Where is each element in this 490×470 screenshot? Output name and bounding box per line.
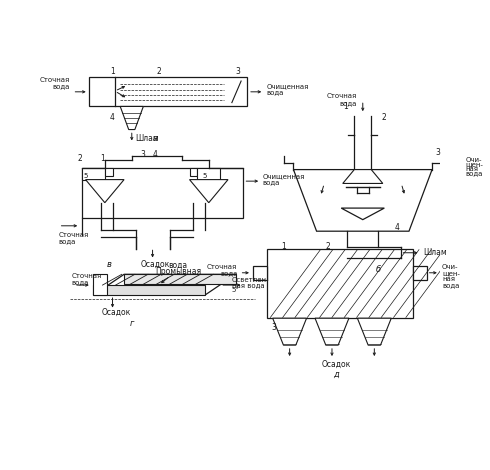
Text: вода: вода [442, 282, 460, 288]
Bar [90, 77, 247, 106]
Text: 1: 1 [281, 242, 286, 251]
Text: Очищенная: Очищенная [267, 83, 309, 89]
Text: Сточная: Сточная [326, 94, 357, 100]
Text: Сточная: Сточная [207, 264, 237, 270]
Text: в: в [106, 260, 111, 269]
Text: 1: 1 [100, 154, 105, 163]
Text: Сточная: Сточная [59, 232, 89, 238]
Text: вода: вода [220, 270, 237, 276]
Bar [267, 249, 413, 318]
Text: 3: 3 [272, 323, 277, 332]
Text: вода: вода [465, 171, 483, 176]
Text: б: б [376, 265, 381, 274]
Bar [197, 168, 220, 180]
Bar [93, 274, 107, 295]
Polygon shape [86, 180, 124, 203]
Text: Осадок: Осадок [321, 360, 350, 369]
Polygon shape [341, 208, 384, 219]
Text: ная: ная [442, 276, 455, 282]
Text: вода: вода [53, 84, 70, 89]
Text: 3: 3 [141, 149, 146, 159]
Polygon shape [124, 274, 236, 283]
Text: 4: 4 [395, 223, 400, 232]
Text: щен-: щен- [442, 270, 460, 276]
Text: вода: вода [267, 89, 284, 95]
Bar [190, 168, 197, 176]
Polygon shape [343, 170, 383, 183]
Polygon shape [357, 318, 392, 345]
Text: Сточная: Сточная [40, 77, 70, 83]
Text: Промывная: Промывная [155, 267, 201, 276]
Text: вода: вода [72, 279, 89, 285]
Text: Очи-: Очи- [465, 157, 482, 163]
Bar [82, 168, 105, 180]
Polygon shape [294, 170, 432, 231]
Text: Осадок: Осадок [102, 308, 131, 317]
Text: ная вода: ная вода [232, 282, 265, 288]
Polygon shape [93, 274, 236, 295]
Text: 2: 2 [77, 154, 82, 163]
Text: ная: ная [465, 166, 478, 172]
Polygon shape [273, 318, 307, 345]
Text: щен-: щен- [465, 161, 483, 167]
Text: 1: 1 [343, 102, 348, 111]
Text: 5: 5 [203, 173, 207, 179]
Text: д: д [333, 370, 339, 379]
Bar [413, 266, 427, 280]
Text: 5°: 5° [232, 288, 240, 293]
Text: 2: 2 [156, 67, 161, 76]
Text: 3: 3 [436, 148, 441, 157]
Text: Сточная: Сточная [72, 273, 102, 279]
Text: Очищенная: Очищенная [263, 173, 305, 179]
Text: 3: 3 [236, 67, 241, 76]
Text: вода: вода [169, 261, 188, 270]
Text: 1: 1 [110, 67, 115, 76]
Text: 4: 4 [110, 113, 115, 123]
Text: 5: 5 [83, 173, 88, 179]
Polygon shape [190, 180, 228, 203]
Text: Осветлен-: Осветлен- [232, 277, 270, 282]
Bar [253, 266, 267, 280]
Text: Очи-: Очи- [442, 264, 459, 270]
Text: Шлам: Шлам [423, 248, 446, 257]
Text: а: а [152, 134, 157, 143]
Bar [105, 168, 113, 176]
Text: вода: вода [263, 179, 280, 185]
Text: 2: 2 [326, 242, 330, 251]
Text: Осадок: Осадок [140, 260, 170, 269]
Text: вода: вода [59, 238, 76, 244]
Text: г: г [129, 319, 134, 328]
Text: 2: 2 [382, 113, 387, 122]
Polygon shape [93, 285, 205, 295]
Bar [82, 168, 244, 218]
Text: 4: 4 [152, 149, 157, 159]
Polygon shape [120, 106, 144, 130]
Text: вода: вода [339, 100, 357, 106]
Polygon shape [315, 318, 349, 345]
Text: Шлам: Шлам [136, 134, 159, 143]
